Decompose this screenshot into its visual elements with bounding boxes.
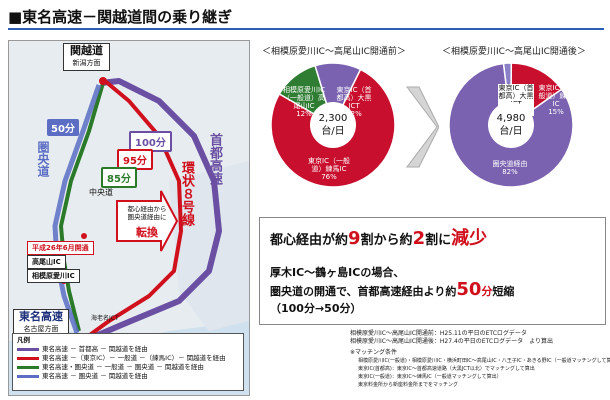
summary-line-1: 都心経由が約9割から約2割に減少 bbox=[270, 224, 595, 250]
tomei-name: 東名高速 bbox=[19, 310, 63, 323]
summary-highlight: 2 bbox=[412, 228, 426, 249]
legend-swatch bbox=[17, 356, 39, 360]
legend-label: 東名高速・圏央道 － 一般道 － 圏央道 － 関越道を経由 bbox=[42, 363, 204, 371]
legend-item: 東名高速・圏央道 － 一般道 － 圏央道 － 関越道を経由 bbox=[17, 363, 239, 372]
pie-before-unit: 台/日 bbox=[321, 126, 345, 137]
summary-text: 割に bbox=[425, 233, 452, 248]
takao-box: 高尾山IC bbox=[27, 255, 66, 269]
summary-line-2: 厚木IC～鶴ヶ島ICの場合、 圏央道の開通で、首都高速経由より約50分短縮 （1… bbox=[270, 264, 595, 317]
legend-label: 東名高速 －（東京IC）－ 一般道 －（練馬IC）－ 関越道を経由 bbox=[42, 354, 226, 362]
pie-after-unit: 台/日 bbox=[499, 126, 523, 137]
summary-text: （100分→50分） bbox=[270, 302, 362, 315]
kanetsu-box: 関越道 新潟方面 bbox=[63, 43, 110, 71]
slice-label-nerima-after: 東京IC（一般道）練馬IC 15% bbox=[538, 84, 574, 116]
note-6: 東京IC(一般道)：東京IC～練馬IC（一般道マッチングして算出） bbox=[358, 374, 502, 380]
tomei-box: 東名高速 名古屋方面 bbox=[13, 309, 69, 337]
summary-highlight: 50 bbox=[456, 279, 482, 300]
slice-label-ohashi-before: 東京IC（首都高）大黒JCT 12% bbox=[336, 86, 372, 118]
note-3: ※マッチング条件 bbox=[350, 349, 398, 356]
chart-after-title: ＜相模原愛川IC～高尾山IC開通後＞ bbox=[442, 47, 586, 57]
chart-before-title: ＜相模原愛川IC～高尾山IC開通前＞ bbox=[262, 47, 406, 57]
heisei-open-box: 平成26年6月開通 bbox=[27, 241, 94, 255]
note-7: 東京料金所から新座料金所までをマッチング bbox=[358, 382, 459, 388]
tenkan-label: 転換 bbox=[136, 226, 158, 239]
summary-highlight: 減少 bbox=[451, 228, 488, 249]
slice-label-kenodo-after: 圏央道経由 82% bbox=[492, 160, 528, 176]
kanjo8-label: 環状８号線 bbox=[179, 161, 194, 226]
sagamihara-box: 相模原愛川IC bbox=[27, 269, 80, 283]
slice-label-ippando-takao: 相模原愛川IC（一般道）高尾山IC 12% bbox=[283, 86, 325, 118]
tomei-direction: 名古屋方面 bbox=[23, 325, 59, 333]
ebina-label: 海老名JCT bbox=[91, 315, 119, 322]
slice-label-nerima-before: 東京IC（一般道）練馬IC 76% bbox=[308, 157, 350, 181]
legend-swatch bbox=[17, 347, 39, 351]
pie-after-center: 4,980 台/日 bbox=[488, 102, 534, 148]
pie-before-total: 2,300 bbox=[318, 113, 348, 124]
pie-after-total: 4,980 bbox=[496, 113, 526, 124]
note-5: 東京IC(首都高)：東京IC～首都高速道路（大黒JCT以北）でマッチングして算出 bbox=[358, 366, 535, 372]
summary-highlight: 分 bbox=[481, 285, 493, 298]
kenodo-label: 圏央道 bbox=[36, 141, 50, 177]
shuto-label: 首都高速 bbox=[207, 133, 222, 185]
legend-item: 東名高速 － 圏央道 － 関越道を経由 bbox=[17, 372, 239, 381]
summary-highlight: 9 bbox=[348, 228, 361, 249]
pie-before-center: 2,300 台/日 bbox=[310, 102, 356, 148]
tenkan-note: 都心経由から圏央道経由に bbox=[127, 205, 167, 221]
summary-text: 圏央道の開通で、首都高速経由より約 bbox=[270, 285, 457, 298]
summary-box: 都心経由が約9割から約2割に減少 厚木IC～鶴ヶ島ICの場合、 圏央道の開通で、… bbox=[259, 217, 606, 325]
summary-text: 都心経由が約 bbox=[270, 233, 349, 248]
note-2: 相模原愛川IC～高尾山IC開通後：H27.4の平日のETCログデータ より算出 bbox=[350, 338, 553, 345]
note-4: 相模原愛川IC(一般道)・相模原愛川IC・横浜町田IC～高尾山IC・八王子IC・… bbox=[358, 358, 610, 364]
title-underline bbox=[8, 28, 604, 30]
chevron-right-icon bbox=[406, 86, 439, 168]
legend-title: 凡例 bbox=[17, 336, 30, 344]
legend-item: 東名高速 － 首都高 － 関越道を経由 bbox=[17, 345, 239, 354]
time-85-label: 85分 bbox=[101, 167, 137, 188]
summary-text: 短縮 bbox=[492, 285, 515, 298]
map-legend: 凡例 東名高速 － 首都高 － 関越道を経由 東名高速 －（東京IC）－ 一般道… bbox=[12, 333, 244, 391]
legend-swatch bbox=[17, 365, 39, 369]
legend-swatch bbox=[17, 374, 39, 378]
time-50-label: 50分 bbox=[47, 119, 79, 136]
page-title: ■東名高速－関越道間の乗り継ぎ bbox=[8, 8, 233, 26]
kanetsu-name: 関越道 bbox=[70, 44, 103, 57]
note-1: 相模原愛川IC～高尾山IC開通前：H25.11の平日のETCログデータ bbox=[350, 330, 527, 337]
summary-text: 割から約 bbox=[360, 233, 413, 248]
summary-text: 厚木IC～鶴ヶ島ICの場合、 bbox=[270, 266, 405, 279]
chuo-label: 中央道 bbox=[89, 188, 113, 197]
legend-label: 東名高速 － 圏央道 － 関越道を経由 bbox=[42, 372, 148, 380]
kanetsu-direction: 新潟方面 bbox=[72, 59, 101, 67]
legend-label: 東名高速 － 首都高 － 関越道を経由 bbox=[42, 345, 148, 353]
legend-item: 東名高速 －（東京IC）－ 一般道 －（練馬IC）－ 関越道を経由 bbox=[17, 354, 239, 363]
summary-line-3: 圏央道の開通で、首都高速経由より約50分短縮 bbox=[270, 281, 595, 300]
